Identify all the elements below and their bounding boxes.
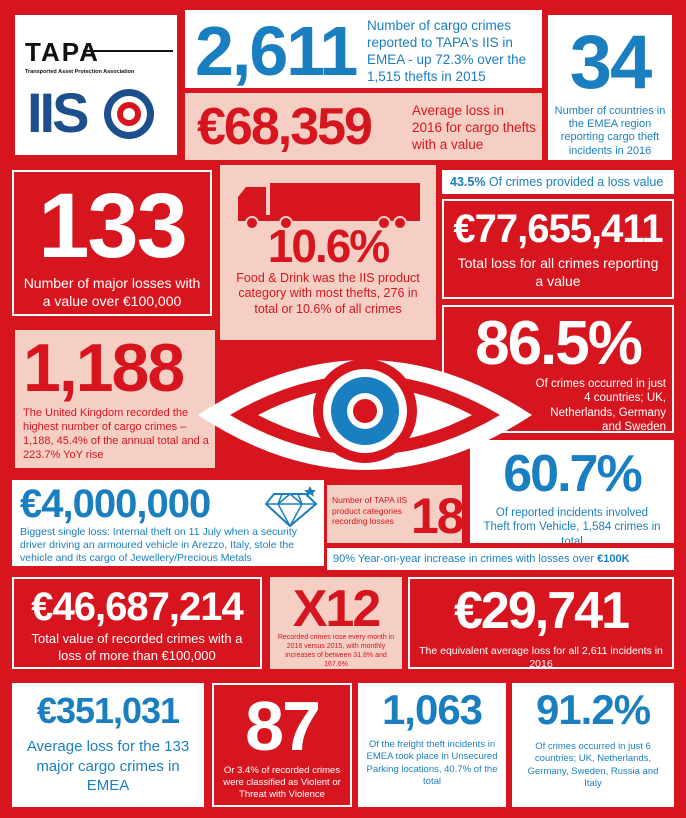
stat-description: Total loss for all crimes reporting a va… bbox=[457, 255, 659, 289]
stat-description: Of crimes occurred in just 6 countries; … bbox=[527, 741, 659, 790]
stat-value: 133 bbox=[38, 175, 188, 277]
stat-description: Food & Drink was the IIS product categor… bbox=[236, 271, 420, 316]
tapa-logo: TAPA Transported Asset Protection Associ… bbox=[25, 37, 175, 75]
stat-value: X12 bbox=[292, 580, 382, 638]
stat-description: Biggest single loss: Internal theft on 1… bbox=[20, 526, 298, 565]
diamond-icon bbox=[264, 486, 318, 528]
stat-43-5: 43.5% Of crimes provided a loss value bbox=[442, 170, 674, 194]
stat-description: 43.5% Of crimes provided a loss value bbox=[450, 175, 663, 189]
stat-value: 91.2% bbox=[535, 686, 651, 733]
stat-value: 86.5% bbox=[475, 309, 643, 378]
stat-x12: X12 Recorded crimes rose every month in … bbox=[270, 577, 402, 669]
stat-91-2: 91.2% Of crimes occurred in just 6 count… bbox=[512, 683, 674, 807]
tapa-wordmark: TAPA bbox=[25, 37, 100, 67]
stat-value: €351,031 bbox=[36, 690, 180, 731]
truck-icon bbox=[238, 183, 420, 230]
stat-description: Of the freight theft incidents in EMEA t… bbox=[366, 739, 498, 788]
stat-value: 87 bbox=[245, 687, 321, 765]
stat-description: The United Kingdom recorded the highest … bbox=[23, 407, 209, 462]
stat-description: 90% Year-on-year increase in crimes with… bbox=[333, 553, 630, 565]
stat-value: 18 bbox=[411, 488, 462, 543]
stat-description: Number of cargo crimes reported to TAPA'… bbox=[367, 18, 527, 84]
stat-description: Recorded crimes rose every month in 2016… bbox=[277, 634, 395, 669]
stat-description: Total value of recorded crimes with a lo… bbox=[31, 631, 243, 663]
stat-351031: €351,031 Average loss for the 133 major … bbox=[12, 683, 204, 807]
stat-value: €46,687,214 bbox=[31, 585, 243, 629]
stat-description: Or 3.4% of recorded crimes were classifi… bbox=[223, 765, 341, 800]
stat-text: Of crimes provided a loss value bbox=[485, 175, 664, 189]
stat-value: 10.6% bbox=[267, 220, 390, 272]
tapa-subtitle: Transported Asset Protection Association bbox=[25, 69, 135, 75]
stat-2611: 2,611 Number of cargo crimes reported to… bbox=[185, 10, 542, 88]
stat-text: 90% Year-on-year increase in crimes with… bbox=[333, 553, 598, 565]
stat-1188: 1,188 The United Kingdom recorded the hi… bbox=[15, 330, 215, 468]
eye-icon bbox=[198, 359, 532, 470]
stat-value: 60.7% bbox=[503, 445, 642, 503]
stat-value: €29,741 bbox=[454, 582, 630, 640]
logo-panel: TAPA Transported Asset Protection Associ… bbox=[15, 15, 177, 155]
stat-1063: 1,063 Of the freight theft incidents in … bbox=[358, 683, 506, 807]
stat-value: 43.5% bbox=[450, 175, 486, 189]
stat-value: €4,000,000 bbox=[20, 482, 211, 526]
stat-87: 87 Or 3.4% of recorded crimes were class… bbox=[212, 683, 352, 807]
stat-value: €100K bbox=[597, 553, 630, 565]
stat-29741: €29,741 The equivalent average loss for … bbox=[408, 577, 674, 669]
stat-60-7: 60.7% Of reported incidents involved The… bbox=[470, 440, 674, 543]
stat-68359: €68,359 Average loss in 2016 for cargo t… bbox=[185, 93, 542, 160]
stat-description: Average loss in 2016 for cargo thefts wi… bbox=[412, 103, 536, 152]
stat-description: Number of countries in the EMEA region r… bbox=[554, 105, 666, 157]
stat-description: Average loss for the 133 major cargo cri… bbox=[26, 738, 190, 794]
stat-value: 34 bbox=[569, 20, 653, 105]
stat-description: The equivalent average loss for all 2,61… bbox=[419, 645, 663, 669]
stat-value: €77,655,411 bbox=[453, 207, 663, 251]
stat-77655411: €77,655,411 Total loss for all crimes re… bbox=[442, 199, 674, 299]
stat-description: Number of TAPA IIS product categories re… bbox=[332, 495, 408, 527]
iis-logo: IIS bbox=[27, 85, 167, 143]
stat-value: 1,188 bbox=[23, 330, 185, 406]
stat-34: 34 Number of countries in the EMEA regio… bbox=[548, 15, 672, 160]
stat-133: 133 Number of major losses with a value … bbox=[12, 170, 212, 316]
stat-value: 1,063 bbox=[381, 686, 483, 733]
stat-46687214: €46,687,214 Total value of recorded crim… bbox=[12, 577, 262, 669]
stat-value: €68,359 bbox=[197, 98, 373, 156]
iis-wordmark: IIS bbox=[27, 81, 89, 144]
stat-10-6: 10.6% Food & Drink was the IIS product c… bbox=[220, 165, 436, 340]
stat-90: 90% Year-on-year increase in crimes with… bbox=[327, 548, 674, 570]
stat-value: 2,611 bbox=[195, 12, 358, 88]
stat-description: Of reported incidents involved Theft fro… bbox=[483, 507, 661, 543]
stat-86-5: 86.5% Of crimes occurred in just 4 count… bbox=[442, 305, 674, 433]
stat-description: Of crimes occurred in just 4 countries; … bbox=[535, 378, 666, 433]
stat-4000000: €4,000,000 Biggest single loss: Internal… bbox=[12, 480, 324, 566]
stat-description: Number of major losses with a value over… bbox=[23, 275, 201, 310]
iis-target-icon bbox=[104, 89, 154, 139]
stat-18: Number of TAPA IIS product categories re… bbox=[327, 485, 462, 543]
